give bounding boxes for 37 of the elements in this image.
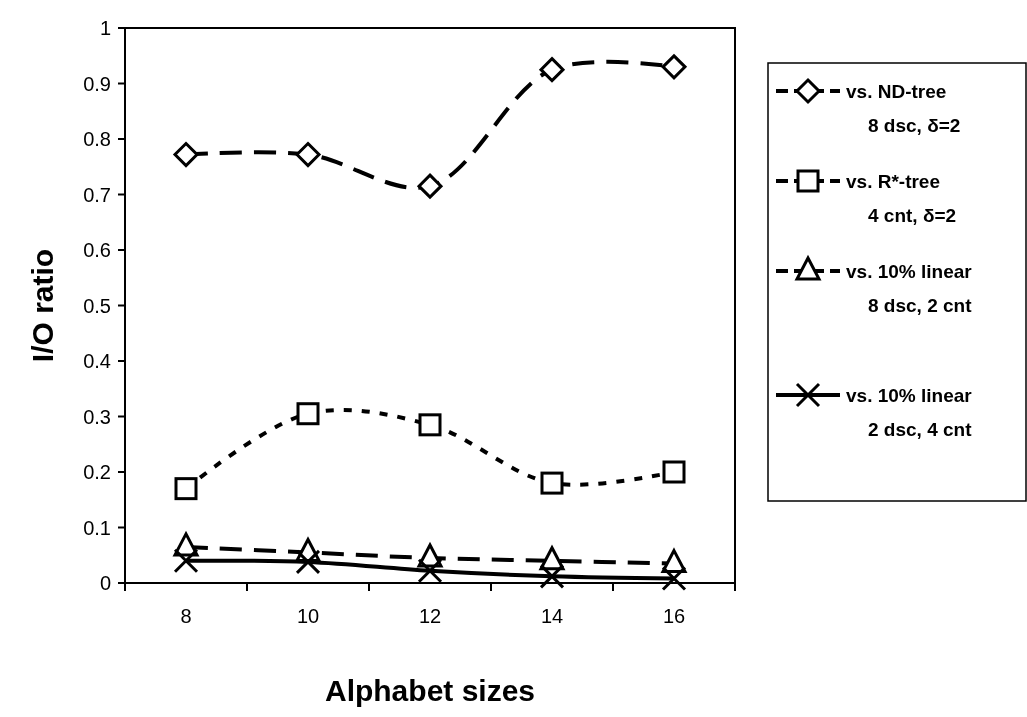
y-tick-label: 0.8 [83,128,111,150]
point [296,402,320,426]
y-tick-label: 0 [99,572,111,594]
y-tick-label: 0.2 [83,461,111,483]
x-tick-label: 14 [540,605,564,627]
y-tick-label: 0.5 [83,294,111,317]
y-tick-label: 1 [99,17,111,39]
point [417,173,443,199]
x-axis-title: Alphabet sizes [324,674,536,707]
point [661,566,687,592]
point [295,549,321,575]
legend-label: vs. 10% linear 8 dsc, 2 cnt [846,260,973,316]
x-tick-label: 16 [662,605,686,627]
point [418,413,442,437]
legend-label: vs. ND-tree 8 dsc, δ=2 [846,80,961,136]
y-tick-label: 0.7 [83,183,111,206]
x-tick-label: 10 [296,605,320,627]
point [417,558,443,584]
point [173,548,199,574]
point [173,142,199,168]
legend-label: vs. R*-tree 4 cnt, δ=2 [846,170,957,226]
y-tick-label: 0.4 [83,350,111,372]
y-axis-title: I/O ratio [26,248,59,363]
x-tick-label: 12 [418,605,442,627]
y-tick-label: 0.1 [83,516,111,539]
point [540,471,564,495]
point [174,477,198,501]
point [662,460,686,484]
y-tick-label: 0.9 [83,72,111,95]
y-tick-label: 0.3 [83,405,111,428]
point [539,57,565,83]
point [539,563,565,589]
point [295,142,321,168]
point [661,54,687,80]
y-tick-label: 0.6 [83,239,111,261]
x-tick-label: 8 [180,605,192,627]
legend-label: vs. 10% linear 2 dsc, 4 cnt [846,384,973,440]
